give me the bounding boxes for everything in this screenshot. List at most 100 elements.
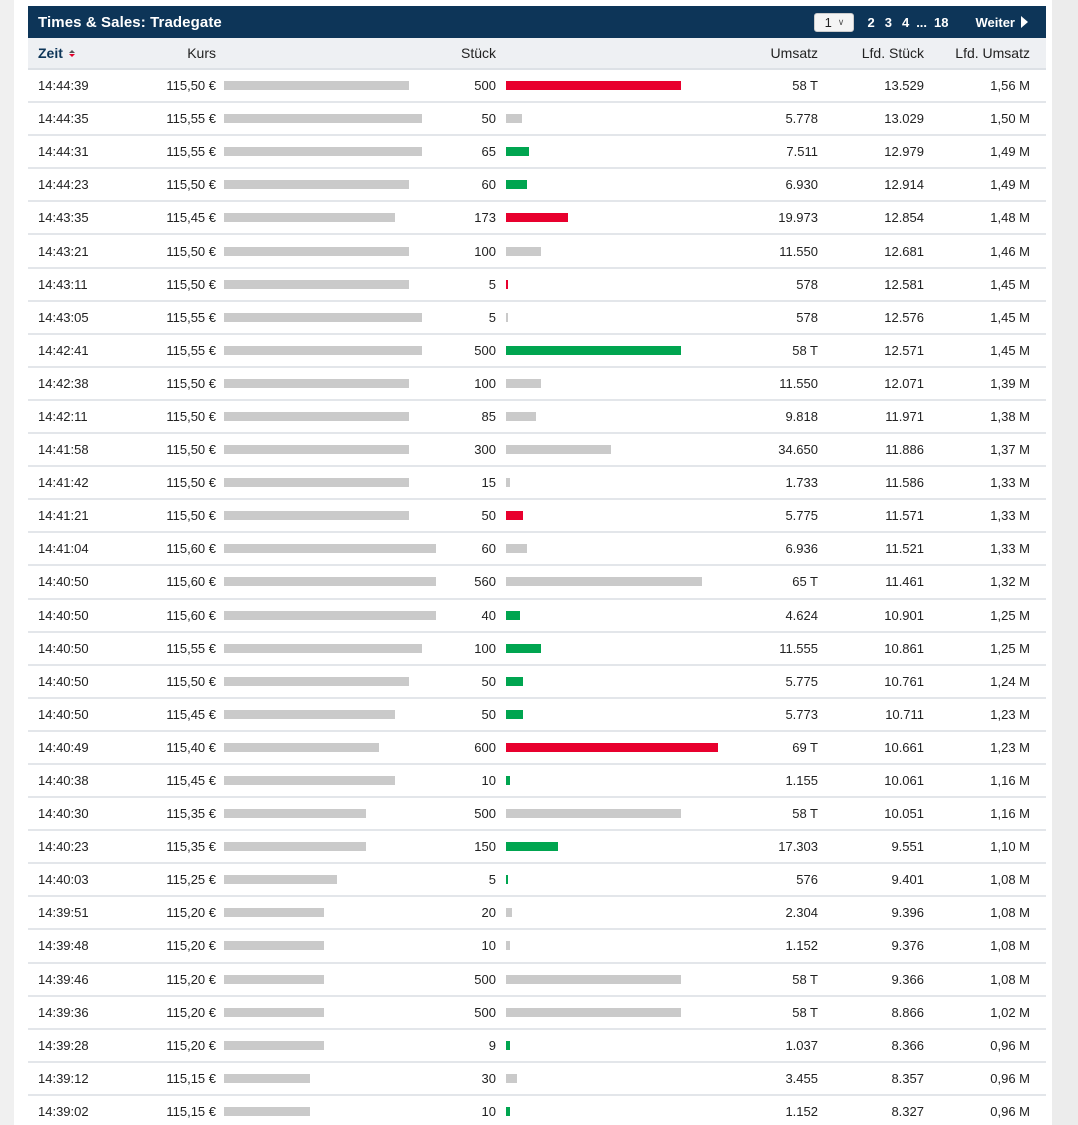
next-page-button[interactable]: Weiter bbox=[976, 15, 1028, 30]
cumulative-volume: 11.461 bbox=[885, 574, 924, 590]
trade-turnover: 1.733 bbox=[785, 475, 818, 491]
column-header-cum-volume: Lfd. Stück bbox=[861, 45, 924, 61]
table-row: 14:43:35 115,45 € 173 19.973 12.854 1,48 M bbox=[28, 202, 1046, 236]
volume-bar bbox=[506, 478, 510, 488]
widget-titlebar: Times & Sales: Tradegate 1 ∨ 2 3 4 ... 1… bbox=[28, 6, 1046, 38]
column-header-volume: Stück bbox=[460, 45, 496, 61]
volume-bar-cell bbox=[496, 776, 758, 786]
cumulative-turnover: 0,96 M bbox=[990, 1103, 1030, 1119]
trade-turnover: 65 T bbox=[792, 574, 818, 590]
page-link-last[interactable]: 18 bbox=[934, 14, 949, 30]
volume-bar bbox=[506, 1007, 681, 1017]
price-bar bbox=[224, 1106, 310, 1116]
cumulative-turnover: 1,33 M bbox=[990, 541, 1030, 557]
column-header-time[interactable]: Zeit bbox=[28, 45, 128, 61]
price-bar bbox=[224, 941, 324, 951]
volume-bar bbox=[506, 544, 527, 554]
volume-bar bbox=[506, 577, 702, 587]
price-bar-cell bbox=[216, 378, 412, 388]
trade-volume: 9 bbox=[488, 1037, 496, 1053]
volume-bar bbox=[506, 445, 611, 455]
price-bar-cell bbox=[216, 1106, 412, 1116]
trade-time: 14:40:49 bbox=[38, 739, 89, 755]
table-row: 14:40:50 115,60 € 40 4.624 10.901 1,25 M bbox=[28, 600, 1046, 633]
price-bar-cell bbox=[216, 610, 436, 620]
page-select-dropdown[interactable]: 1 ∨ bbox=[814, 12, 855, 32]
volume-bar-cell bbox=[496, 676, 758, 686]
table-row: 14:42:38 115,50 € 100 11.550 12.071 1,39 M bbox=[28, 368, 1046, 401]
trade-time: 14:41:21 bbox=[38, 508, 89, 524]
trade-time: 14:40:03 bbox=[38, 872, 89, 888]
price-bar bbox=[224, 279, 409, 289]
volume-bar-cell bbox=[496, 842, 758, 852]
trade-volume: 40 bbox=[481, 607, 496, 623]
table-row: 14:39:12 115,15 € 30 3.455 8.357 0,96 M bbox=[28, 1063, 1046, 1096]
trade-volume: 100 bbox=[474, 640, 496, 656]
trade-volume: 173 bbox=[474, 210, 496, 226]
trade-volume: 60 bbox=[481, 177, 496, 193]
table-row: 14:43:11 115,50 € 5 578 12.581 1,45 M bbox=[28, 269, 1046, 302]
trade-time: 14:43:35 bbox=[38, 210, 89, 226]
volume-bar-cell bbox=[496, 875, 758, 885]
cumulative-volume: 9.366 bbox=[891, 971, 924, 987]
table-row: 14:44:23 115,50 € 60 6.930 12.914 1,49 M bbox=[28, 169, 1046, 203]
cumulative-turnover: 1,23 M bbox=[990, 706, 1030, 722]
trade-time: 14:40:50 bbox=[38, 640, 89, 656]
cumulative-volume: 10.761 bbox=[884, 673, 924, 689]
trade-turnover: 7.511 bbox=[786, 144, 818, 160]
price-bar-cell bbox=[216, 114, 422, 124]
volume-bar bbox=[506, 213, 568, 223]
price-bar-cell bbox=[216, 345, 422, 355]
trade-time: 14:44:31 bbox=[38, 144, 89, 160]
cumulative-volume: 13.029 bbox=[884, 111, 924, 127]
price-bar bbox=[224, 411, 409, 421]
trade-turnover: 5.775 bbox=[785, 508, 818, 524]
trade-time: 14:42:11 bbox=[38, 408, 88, 424]
widget-title: Times & Sales: Tradegate bbox=[38, 13, 222, 31]
cumulative-volume: 10.051 bbox=[884, 806, 924, 822]
page-link-3[interactable]: 3 bbox=[884, 14, 892, 30]
trade-volume: 100 bbox=[474, 375, 496, 391]
price-bar-cell bbox=[216, 908, 412, 918]
trade-time: 14:41:42 bbox=[38, 475, 89, 491]
volume-bar bbox=[506, 1073, 517, 1083]
table-header: Zeit Kurs Stück Umsatz Lfd. Stück Lfd. U… bbox=[28, 38, 1046, 70]
volume-bar-cell bbox=[496, 445, 758, 455]
price-bar bbox=[224, 610, 436, 620]
volume-bar-cell bbox=[496, 378, 758, 388]
cumulative-turnover: 1,25 M bbox=[990, 640, 1030, 656]
trade-volume: 5 bbox=[488, 276, 496, 292]
volume-bar-cell bbox=[496, 1007, 758, 1017]
cumulative-turnover: 0,96 M bbox=[990, 1070, 1030, 1086]
price-bar bbox=[224, 312, 422, 322]
price-bar-cell bbox=[216, 776, 412, 786]
scrollbar-track[interactable] bbox=[1052, 0, 1078, 1125]
trade-time: 14:44:23 bbox=[38, 177, 89, 193]
sort-icon[interactable] bbox=[68, 49, 75, 57]
cumulative-turnover: 1,48 M bbox=[990, 210, 1030, 226]
table-row: 14:40:03 115,25 € 5 576 9.401 1,08 M bbox=[28, 864, 1046, 898]
trade-turnover: 58 T bbox=[792, 806, 818, 822]
volume-bar-cell bbox=[496, 643, 758, 653]
table-row: 14:40:50 115,55 € 100 11.555 10.861 1,25 M bbox=[28, 633, 1046, 666]
page-link-2[interactable]: 2 bbox=[867, 14, 875, 30]
trade-price: 115,50 € bbox=[166, 408, 216, 424]
trade-price: 115,40 € bbox=[166, 739, 216, 755]
price-bar bbox=[224, 1040, 324, 1050]
volume-bar bbox=[506, 312, 508, 322]
trade-time: 14:44:39 bbox=[38, 78, 89, 94]
price-bar-cell bbox=[216, 478, 412, 488]
table-row: 14:40:50 115,45 € 50 5.773 10.711 1,23 M bbox=[28, 699, 1046, 732]
price-bar bbox=[224, 577, 436, 587]
trade-price: 115,55 € bbox=[166, 309, 216, 325]
trade-turnover: 5.773 bbox=[785, 706, 818, 722]
cumulative-volume: 11.521 bbox=[885, 541, 924, 557]
page-link-4[interactable]: 4 bbox=[901, 14, 910, 30]
price-bar-cell bbox=[216, 411, 412, 421]
cumulative-turnover: 1,50 M bbox=[990, 111, 1030, 127]
trade-turnover: 578 bbox=[796, 309, 818, 325]
trade-price: 115,25 € bbox=[166, 872, 216, 888]
volume-bar bbox=[506, 411, 536, 421]
trade-time: 14:43:21 bbox=[38, 243, 89, 259]
price-bar bbox=[224, 974, 324, 984]
